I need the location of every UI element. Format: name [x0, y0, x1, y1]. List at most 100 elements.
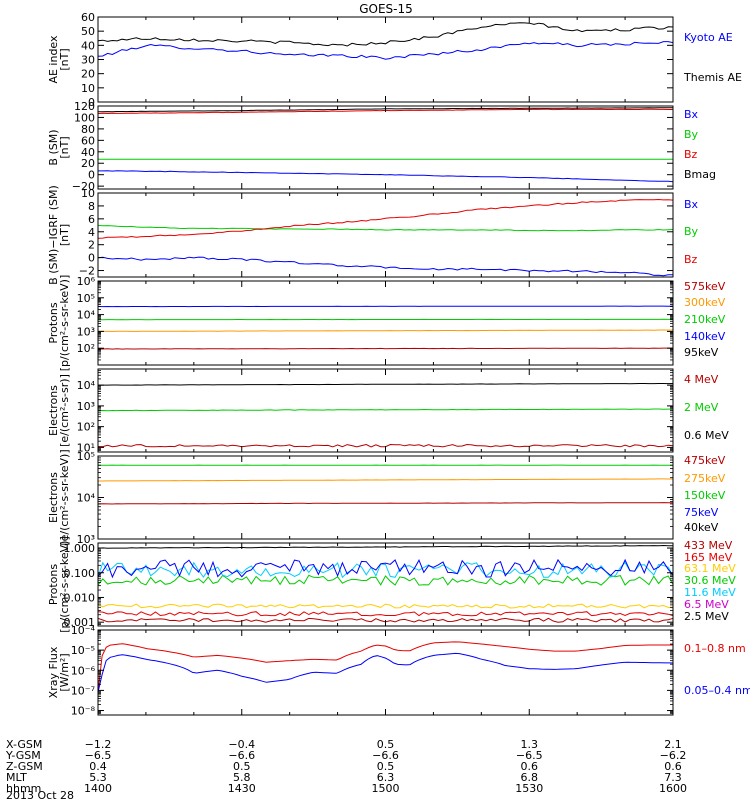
legend-entry-bigrf: Bz: [684, 253, 698, 266]
series-group-protons2: [98, 544, 673, 623]
series-group-ae: [98, 22, 673, 60]
ytick-label: 40: [81, 146, 95, 159]
ytick-label: 10: [81, 187, 95, 200]
panel-protons1: 10² 10³ 10⁴ 10⁵ 10⁶ Protons[p/(cm²-s-sr-keV)]…: [47, 275, 726, 372]
panel-frame-electrons2: [97, 455, 674, 540]
series-bsm-Bx: [98, 170, 673, 183]
x-column-value: 1530: [515, 782, 543, 795]
series-electrons1-0-6-MeV: [98, 383, 673, 386]
x-column-value: −6.5: [516, 749, 543, 762]
legend-entry-protons1: 95keV: [684, 346, 719, 359]
legend-entry-protons2: 2.5 MeV: [684, 610, 729, 623]
legend-entry-electrons2: 75keV: [684, 506, 719, 519]
ytick-label: 10³: [77, 325, 95, 338]
x-column-value: 1500: [372, 782, 400, 795]
ylabel-ae: [nT]: [58, 48, 71, 70]
series-group-xray: [98, 641, 673, 693]
legend-entry-protons1: 300keV: [684, 296, 726, 309]
x-column-value: 0.6: [664, 760, 682, 773]
legend-entry-electrons2: 475keV: [684, 454, 726, 467]
series-protons1-575keV: [98, 347, 673, 350]
ytick-label: 10⁵: [77, 292, 95, 305]
legend-entry-protons2: 63.1 MeV: [684, 562, 736, 575]
x-axis-table: X-GSMY-GSMZ-GSMMLThhmm−1.2−6.50.45.31400…: [5, 738, 687, 800]
ytick-label: 10⁻⁴: [71, 624, 96, 637]
ylabel-ae: AE index: [47, 35, 60, 84]
x-column-value: −0.4: [228, 738, 255, 751]
x-column-value: 1400: [84, 782, 112, 795]
ylabel-protons2: [p/(cm²-s-sr-keV)]: [58, 536, 71, 633]
legend-entry-protons2: 6.5 MeV: [684, 598, 729, 611]
ytick-label: 60: [81, 134, 95, 147]
series-bigrf-By: [98, 224, 673, 232]
ytick-label: 10²: [77, 342, 95, 355]
ytick-label: 10⁻⁸: [71, 705, 96, 718]
ytick-label: 10⁵: [77, 450, 95, 463]
panel-xray: 10⁻⁸ 10⁻⁷ 10⁻⁶ 10⁻⁵ 10⁻⁴ Xray Flux[W/m²] 0.1–0…: [47, 624, 750, 718]
ytick-label: 0.100: [64, 567, 96, 580]
ytick-label: 50: [81, 25, 95, 38]
panel-frame-bsm: [97, 105, 674, 190]
panel-electrons1: 10¹ 10² 10³ 10⁴ Electrons[e/(cm²-s-sr)] 4 MeV…: [47, 368, 729, 454]
ytick-label: 120: [74, 100, 95, 113]
legend-entry-ae: Themis AE: [683, 71, 742, 84]
legend-entry-protons1: 140keV: [684, 330, 726, 343]
ytick-label: 10¹: [77, 441, 95, 454]
series-electrons2-475keV: [98, 502, 673, 505]
x-column-value: 1600: [659, 782, 687, 795]
legend-entry-bsm: Bmag: [684, 168, 716, 181]
series-protons2-11-6-MeV: [98, 561, 673, 579]
ylabel-protons1: [p/(cm²-s-sr-keV)]: [58, 275, 71, 372]
ylabel-bsm: B (SM): [47, 129, 60, 165]
ytick-label: 80: [81, 123, 95, 136]
x-column-value: 1430: [228, 782, 256, 795]
legend-entry-bsm: Bx: [684, 108, 699, 121]
ytick-label: 10⁻⁶: [71, 664, 96, 677]
legend-entry-electrons1: 4 MeV: [684, 373, 719, 386]
legend-entry-electrons2: 150keV: [684, 489, 726, 502]
x-row-label: hhmm: [6, 782, 41, 795]
legend-entry-bigrf: Bx: [684, 198, 699, 211]
x-column-value: 5.3: [89, 771, 107, 784]
ytick-label: 20: [81, 157, 95, 170]
x-row-label: Z-GSM: [6, 760, 43, 773]
ylabel-electrons2: [e/(cm²-s-sr-keV)]: [58, 449, 71, 545]
ylabel-electrons1: Electrons: [47, 385, 60, 436]
ytick-label: 10³: [77, 400, 95, 413]
x-column-value: 0.6: [521, 760, 539, 773]
ytick-label: 2: [88, 239, 95, 252]
series-group-protons1: [98, 281, 673, 350]
ylabel-electrons2: Electrons: [47, 472, 60, 523]
panel-electrons2: 10³ 10⁴ 10⁵ Electrons[e/(cm²-s-sr-keV)] 475k…: [47, 449, 726, 546]
ylabel-bigrf: [nT]: [58, 224, 71, 246]
ytick-label: 0.001: [64, 616, 96, 629]
series-protons2-30-6-MeV: [98, 574, 673, 586]
series-xray-0-1-0-8-nm: [98, 641, 673, 693]
ytick-label: 1.000: [64, 542, 96, 555]
x-column-value: −6.5: [85, 749, 112, 762]
x-column-value: 5.8: [233, 771, 251, 784]
legend-entry-protons1: 575keV: [684, 280, 726, 293]
ytick-label: 10⁻⁵: [71, 644, 95, 657]
legend-entry-bigrf: By: [684, 225, 699, 238]
ytick-label: 40: [81, 39, 95, 52]
x-row-label: MLT: [6, 771, 27, 784]
x-column-value: 6.3: [377, 771, 395, 784]
legend-entry-electrons2: 40keV: [684, 521, 719, 534]
x-column-value: 0.5: [233, 760, 251, 773]
legend-entry-protons2: 30.6 MeV: [684, 574, 736, 587]
ytick-label: 0: [88, 252, 95, 265]
x-column-value: 2.1: [664, 738, 682, 751]
series-protons1-300keV: [98, 329, 673, 332]
ytick-label: 10²: [77, 421, 95, 434]
legend-entry-ae: Kyoto AE: [684, 31, 733, 44]
series-ae-Kyoto-AE: [98, 41, 673, 60]
x-column-value: −6.6: [372, 749, 399, 762]
series-xray-0-05-0-4-nm: [98, 652, 673, 693]
x-row-label: Y-GSM: [5, 749, 41, 762]
ytick-label: −20: [72, 180, 95, 193]
series-ae-Themis-AE: [98, 22, 673, 47]
